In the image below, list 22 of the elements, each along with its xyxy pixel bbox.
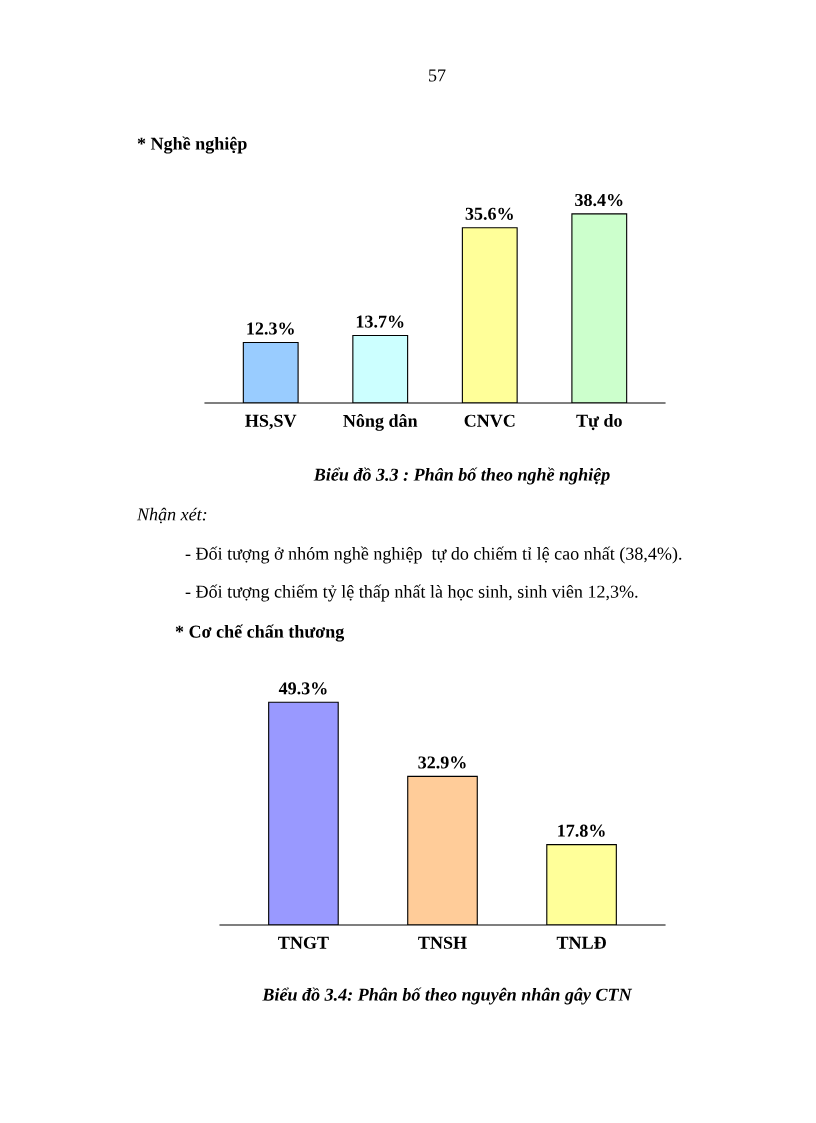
data-label: 13.7% — [356, 315, 404, 328]
x-tick-label: Nông dân — [343, 414, 418, 431]
data-label: 35.6% — [465, 207, 513, 220]
x-tick-label: HS,SV — [245, 414, 297, 430]
text: - Đối tượng chiếm tỷ lệ thấp nhất là học sinh, sinh viên 12,3%. — [185, 584, 638, 602]
x-tick-label: Tự do — [576, 414, 622, 431]
chart-title: * Cơ chế chấn thương — [175, 624, 345, 642]
data-label: 32.9% — [418, 756, 466, 769]
data-label: 17.8% — [558, 824, 605, 837]
x-tick-label: TNGT — [278, 936, 329, 949]
x-tick-label: TNSH — [418, 936, 467, 949]
text: - Đối tượng ở nhóm nghề nghiệp tự do chiếm tỉ lệ cao nhất (38,4%). — [185, 546, 682, 564]
text: Biểu đồ 3.4: Phân bố theo nguyên nhân gây CTN — [262, 987, 633, 1005]
text: 57 — [429, 69, 446, 82]
data-label: 49.3% — [278, 682, 327, 695]
chart-title: * Nghề nghiệp — [137, 136, 247, 154]
data-label: 12.3% — [247, 322, 294, 335]
data-label: 38.4% — [575, 193, 623, 207]
text: Biểu đồ 3.3 : Phân bố theo nghề nghiệp — [313, 467, 610, 485]
x-tick-label: CNVC — [464, 414, 515, 427]
x-tick-label: TNLĐ — [556, 936, 606, 949]
text: Nhận xét: — [136, 507, 207, 524]
